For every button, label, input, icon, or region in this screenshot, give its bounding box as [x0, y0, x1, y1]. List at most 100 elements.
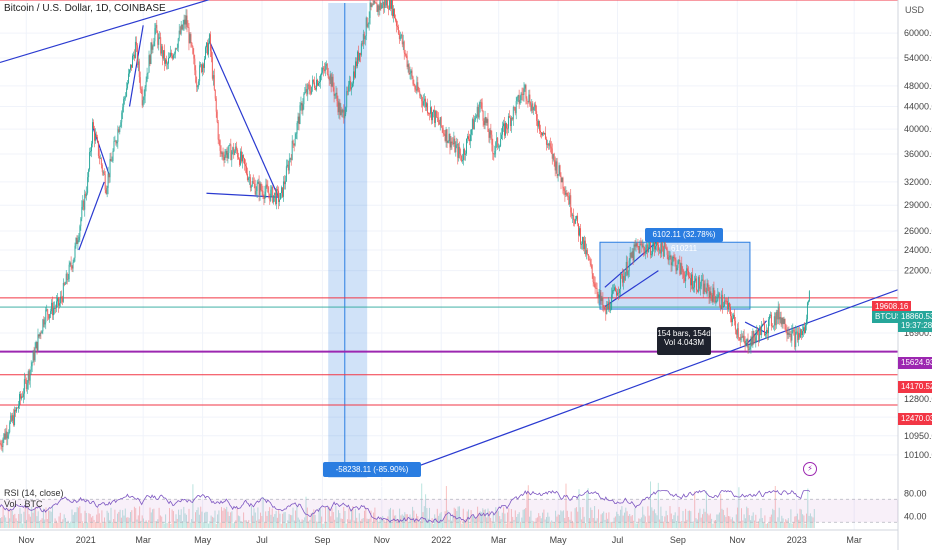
volume-bar — [230, 512, 232, 528]
volume-bar — [538, 513, 540, 528]
candle-body — [576, 215, 578, 219]
candle-body — [413, 83, 415, 86]
volume-bar — [787, 518, 789, 528]
candle-body — [801, 329, 803, 336]
x-tick-label: Mar — [491, 535, 507, 545]
candle-body — [690, 278, 691, 286]
volume-bar — [777, 517, 779, 528]
candle-body — [225, 150, 227, 155]
volume-bar — [136, 519, 138, 528]
candle-body — [624, 272, 626, 281]
candle-body — [577, 215, 579, 224]
candle-body — [420, 95, 422, 97]
candle-body — [723, 305, 725, 308]
volume-bar — [58, 516, 60, 528]
candle-body — [156, 24, 158, 33]
candle-body — [693, 287, 694, 289]
volume-bar — [747, 508, 749, 528]
candle-body — [726, 300, 728, 302]
volume-bar — [391, 522, 393, 528]
candle-body — [427, 103, 429, 114]
alert-icon[interactable]: ⚡ — [803, 462, 817, 476]
volume-bar — [412, 506, 414, 528]
volume-bar — [812, 517, 814, 528]
volume-bar — [98, 513, 100, 528]
candle-body — [14, 409, 16, 425]
volume-bar — [617, 513, 619, 528]
candle-body — [524, 85, 526, 89]
volume-bar — [782, 518, 784, 528]
y-tick-label: 16900.00 — [904, 328, 932, 338]
candle-body — [608, 301, 610, 310]
candlestick-series — [0, 0, 810, 453]
candle-body — [520, 93, 522, 101]
candle-body — [619, 273, 621, 289]
trend-line — [78, 181, 105, 251]
volume-bar — [624, 512, 625, 528]
candle-body — [663, 242, 665, 257]
candle-body — [114, 140, 116, 142]
volume-bar — [387, 516, 389, 528]
volume-bar — [791, 523, 793, 528]
volume-bar — [365, 507, 367, 528]
candle-body — [656, 241, 657, 247]
candle-body — [298, 116, 300, 125]
candle-body — [399, 36, 401, 40]
volume-bar — [28, 514, 30, 528]
candle-body — [695, 278, 697, 291]
volume-bar — [682, 510, 684, 528]
candle-body — [478, 106, 480, 118]
candle-body — [508, 116, 510, 118]
candle-body — [803, 327, 804, 332]
candle-body — [342, 109, 344, 113]
candle-body — [22, 393, 24, 398]
candle-body — [796, 331, 798, 333]
candle-body — [539, 120, 541, 131]
volume-bar — [430, 522, 432, 528]
candle-body — [580, 228, 581, 245]
volume-bar — [392, 509, 394, 528]
volume-bar — [174, 521, 176, 528]
candle-body — [195, 70, 197, 83]
volume-bar — [275, 510, 277, 528]
volume-bar — [323, 523, 325, 528]
volume-bar — [166, 522, 168, 528]
volume-bar — [452, 515, 454, 528]
candle-body — [242, 155, 243, 162]
candle-body — [0, 443, 2, 446]
candle-body — [635, 243, 637, 247]
candle-body — [431, 107, 432, 121]
volume-bar — [250, 506, 252, 528]
volume-bar — [50, 511, 52, 528]
volume-bar — [744, 518, 746, 528]
candle-body — [48, 314, 50, 319]
volume-bar — [616, 511, 618, 528]
candle-body — [85, 193, 87, 197]
candle-body — [541, 132, 542, 136]
candle-body — [770, 314, 772, 327]
volume-bar — [612, 523, 614, 528]
volume-bar — [46, 518, 48, 528]
volume-bar — [609, 521, 611, 528]
volume-bar — [741, 508, 742, 528]
candle-body — [320, 72, 322, 76]
candle-body — [618, 292, 619, 294]
candle-body — [450, 141, 452, 148]
candle-body — [691, 274, 692, 286]
volume-bar — [807, 488, 809, 528]
candle-body — [465, 153, 467, 155]
candle-body — [754, 337, 756, 342]
candle-body — [571, 212, 573, 216]
volume-bar — [79, 506, 81, 528]
candle-body — [537, 120, 539, 127]
volume-bar — [27, 506, 29, 528]
candle-body — [182, 24, 184, 30]
candle-body — [138, 61, 140, 78]
volume-bar — [421, 483, 423, 528]
volume-bar — [327, 506, 329, 528]
candle-body — [781, 317, 783, 325]
candle-body — [319, 81, 320, 84]
candle-body — [760, 326, 762, 336]
volume-bar — [267, 511, 269, 528]
